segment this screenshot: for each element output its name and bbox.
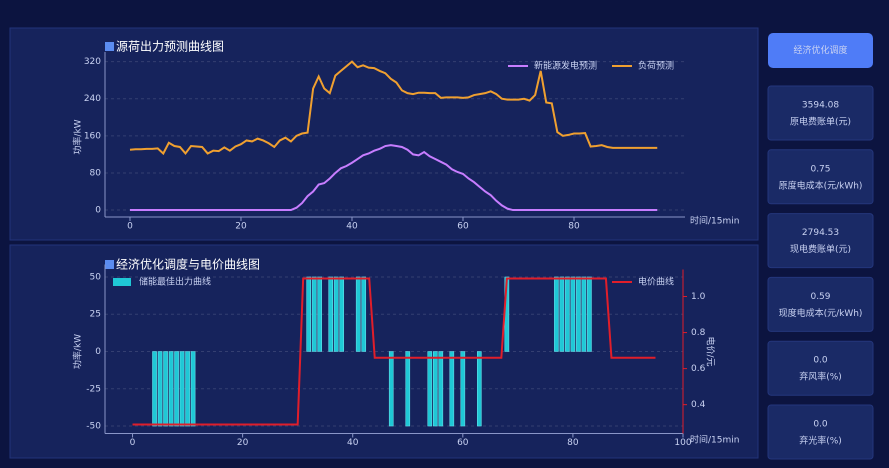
x-tick-label: 40: [346, 222, 358, 232]
action-button-label[interactable]: 经济优化调度: [793, 44, 847, 56]
stat-label: 现度电成本(元/kWh): [779, 307, 863, 319]
bar: [559, 276, 565, 352]
stat-card: [767, 340, 874, 396]
bar: [554, 276, 559, 352]
bar: [311, 276, 317, 352]
y-tick-label: 240: [84, 94, 101, 104]
stat-value: 0.0: [813, 356, 828, 366]
series-line: [129, 60, 658, 156]
x-tick-label: 60: [457, 438, 469, 448]
stat-value: 3594.08: [802, 101, 839, 111]
x-axis-label: 时间/15min: [690, 215, 739, 227]
bar: [185, 351, 190, 427]
stat-label: 弃风率(%): [799, 371, 842, 383]
x-tick-label: 20: [235, 222, 247, 232]
bar: [388, 351, 394, 427]
bar: [587, 276, 592, 352]
chart-title: 经济优化调度与电价曲线图: [116, 257, 260, 272]
bar: [405, 351, 411, 427]
stat-value: 0.59: [810, 292, 830, 302]
bar: [565, 276, 570, 352]
stat-card: [767, 276, 874, 332]
legend-label: 负荷预测: [638, 60, 674, 72]
y2-tick-label: 1.0: [691, 292, 706, 302]
legend-label: 电价曲线: [638, 276, 674, 288]
bar: [179, 351, 185, 427]
x-tick-label: 20: [237, 438, 249, 448]
x-tick-label: 80: [567, 438, 579, 448]
x-axis-label: 时间/15min: [690, 434, 739, 446]
bar: [477, 351, 482, 427]
bar: [438, 351, 444, 427]
stat-label: 弃光率(%): [799, 435, 842, 447]
y-tick-label: 80: [90, 168, 102, 178]
title-marker: [105, 42, 114, 51]
x-tick-label: 80: [568, 222, 580, 232]
y-tick-label: -25: [86, 384, 101, 394]
bar: [306, 276, 311, 352]
stat-label: 原电费账单(元): [790, 116, 851, 128]
bar: [576, 276, 581, 352]
y-axis-label: 功率/kW: [72, 119, 84, 154]
bar: [168, 351, 174, 427]
stat-label: 现电费账单(元): [790, 243, 851, 255]
bar: [174, 351, 179, 427]
bar: [328, 276, 334, 352]
bar: [432, 351, 438, 427]
stat-card: [767, 404, 874, 460]
bar: [449, 351, 455, 427]
bar: [581, 276, 587, 352]
x-tick-label: 100: [674, 438, 691, 448]
legend-swatch: [113, 278, 131, 286]
y-axis-label: 功率/kW: [72, 334, 84, 369]
bar: [355, 276, 361, 352]
bar: [460, 351, 466, 427]
chart-panel: [9, 27, 759, 241]
bar: [317, 276, 323, 352]
x-tick-label: 40: [347, 438, 359, 448]
title-marker: [105, 260, 114, 269]
y2-tick-label: 0.4: [691, 400, 706, 410]
y-tick-label: 0: [95, 347, 101, 357]
y2-tick-label: 0.8: [691, 328, 706, 338]
x-tick-label: 60: [457, 222, 469, 232]
y-tick-label: 0: [95, 206, 101, 216]
stat-value: 2794.53: [802, 228, 839, 238]
series-line: [132, 277, 656, 426]
legend-label: 新能源发电预测: [534, 60, 597, 72]
y-tick-label: 25: [90, 310, 101, 320]
chart-panel: [9, 244, 759, 459]
series-line: [129, 144, 658, 212]
y2-axis-label: 电价/元: [705, 336, 717, 366]
x-tick-label: 0: [127, 222, 133, 232]
y-tick-label: 320: [84, 57, 101, 67]
bar: [339, 276, 345, 352]
x-tick-label: 0: [130, 438, 136, 448]
legend-label: 储能最佳出力曲线: [139, 276, 211, 288]
bar: [570, 276, 576, 352]
y-tick-label: 160: [84, 131, 101, 141]
bar: [333, 276, 339, 352]
stat-card: [767, 213, 874, 269]
stat-card: [767, 149, 874, 205]
bar: [361, 276, 367, 352]
y2-tick-label: 0.6: [691, 364, 706, 374]
bar: [427, 351, 433, 427]
bar: [152, 351, 157, 427]
stat-label: 原度电成本(元/kWh): [779, 179, 863, 191]
stat-card: [767, 85, 874, 141]
bar: [163, 351, 168, 427]
y-tick-label: -50: [86, 422, 101, 432]
stat-value: 0.0: [813, 420, 828, 430]
stat-value: 0.75: [810, 164, 830, 174]
bar: [157, 351, 163, 427]
chart-title: 源荷出力预测曲线图: [116, 40, 224, 54]
action-button[interactable]: [768, 33, 873, 68]
y-tick-label: 50: [90, 272, 102, 282]
bar: [190, 351, 196, 427]
